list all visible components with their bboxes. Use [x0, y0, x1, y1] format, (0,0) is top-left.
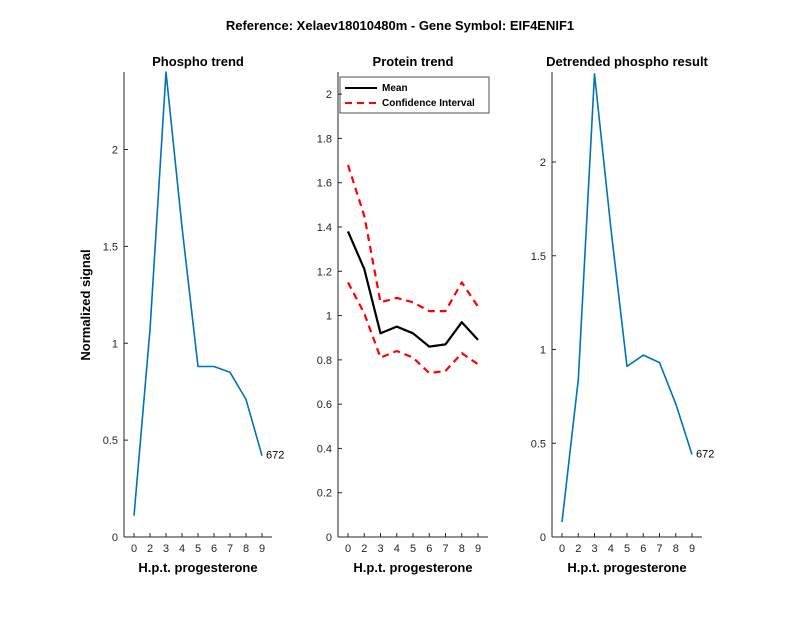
x-tick-label: 6: [426, 543, 432, 555]
x-tick-label: 0: [345, 543, 351, 555]
y-tick-label: 2: [326, 89, 332, 101]
series-line-ci-lower: [347, 281, 479, 375]
y-tick-label: 1: [326, 311, 332, 323]
y-tick-label: 1.4: [317, 222, 332, 234]
x-axis-label: H.p.t. progesterone: [138, 560, 257, 575]
y-tick-label: 1.2: [317, 266, 332, 278]
x-tick-label: 4: [608, 543, 614, 555]
y-tick-label: 1: [540, 345, 546, 357]
legend-label-ci: Confidence Interval: [382, 98, 475, 109]
legend: Mean Confidence Interval: [339, 76, 490, 114]
x-tick-label: 9: [689, 543, 695, 555]
series-line-primary: [133, 71, 263, 516]
x-axis-label: H.p.t. progesterone: [353, 560, 472, 575]
y-tick-label: 1: [112, 338, 118, 350]
y-tick-label: 2: [540, 157, 546, 169]
y-tick-label: 0.8: [317, 355, 332, 367]
y-tick-label: 2: [112, 145, 118, 157]
y-tick-label: 0: [112, 532, 118, 544]
x-tick-label: 3: [377, 543, 383, 555]
data-label: 672: [266, 450, 284, 462]
x-tick-label: 5: [410, 543, 416, 555]
x-tick-label: 8: [243, 543, 249, 555]
x-tick-label: 9: [259, 543, 265, 555]
y-tick-label: 1.6: [317, 178, 332, 190]
y-tick-label: 1.5: [103, 241, 118, 253]
x-tick-label: 5: [195, 543, 201, 555]
x-tick-label: 4: [179, 543, 185, 555]
x-tick-label: 5: [624, 543, 630, 555]
x-tick-label: 2: [361, 543, 367, 555]
y-tick-label: 1.5: [531, 251, 546, 263]
panel-title: Protein trend: [373, 54, 454, 69]
series-line-primary: [346, 230, 479, 348]
x-tick-label: 7: [656, 543, 662, 555]
x-tick-label: 7: [442, 543, 448, 555]
panel-phospho-trend: Phospho trend H.p.t. progesterone Normal…: [78, 54, 284, 575]
x-axis-label: H.p.t. progesterone: [567, 560, 686, 575]
x-tick-label: 3: [163, 543, 169, 555]
x-tick-label: 2: [575, 543, 581, 555]
x-tick-label: 7: [227, 543, 233, 555]
panel-title: Phospho trend: [152, 54, 244, 69]
x-tick-label: 4: [394, 543, 400, 555]
y-tick-label: 0.6: [317, 399, 332, 411]
y-tick-label: 1.8: [317, 133, 332, 145]
panel-protein-trend: Protein trend H.p.t. progesterone Mean C…: [317, 54, 490, 575]
x-tick-label: 8: [459, 543, 465, 555]
x-tick-label: 0: [559, 543, 565, 555]
y-tick-label: 0.4: [317, 443, 332, 455]
panel-title: Detrended phospho result: [546, 54, 708, 69]
x-tick-label: 3: [591, 543, 597, 555]
panel-detrended-phospho: Detrended phospho result H.p.t. progeste…: [531, 54, 715, 575]
x-tick-label: 8: [673, 543, 679, 555]
y-tick-label: 0.5: [531, 438, 546, 450]
series-line-ci-upper: [346, 164, 479, 313]
x-tick-label: 9: [475, 543, 481, 555]
y-tick-label: 0.5: [103, 435, 118, 447]
data-label: 672: [696, 449, 714, 461]
figure-title: Reference: Xelaev18010480m - Gene Symbol…: [226, 18, 574, 33]
legend-box: [339, 76, 490, 114]
y-tick-label: 0: [326, 532, 332, 544]
series-line-primary: [561, 73, 693, 523]
x-tick-label: 6: [640, 543, 646, 555]
x-tick-label: 0: [131, 543, 137, 555]
x-tick-label: 6: [211, 543, 217, 555]
y-axis-label: Normalized signal: [78, 249, 93, 360]
legend-label-mean: Mean: [382, 83, 408, 94]
y-tick-label: 0.2: [317, 488, 332, 500]
y-tick-label: 0: [540, 532, 546, 544]
x-tick-label: 2: [147, 543, 153, 555]
